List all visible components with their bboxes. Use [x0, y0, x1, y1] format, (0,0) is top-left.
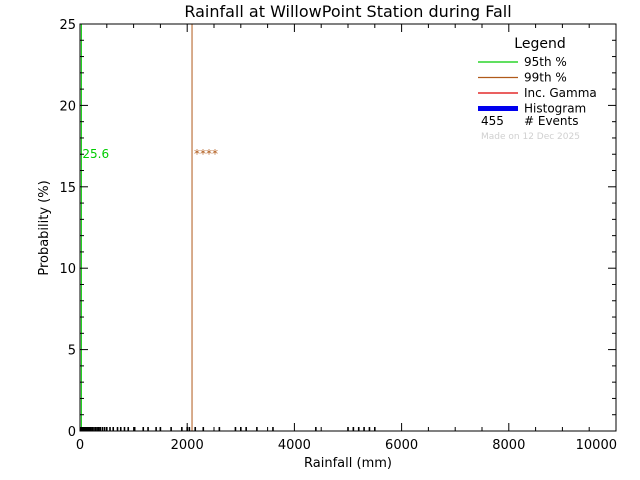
y-tick-label: 25 [59, 18, 76, 33]
legend-entries: 95th % 99th %Inc. Gamma Histogram [478, 55, 597, 116]
y-tick-label: 5 [68, 344, 76, 359]
legend-entry-label: Histogram [524, 102, 586, 116]
legend-title: Legend [514, 36, 565, 52]
legend-entry-label: 95th % [524, 55, 567, 69]
legend-entry-label: 99th % [524, 71, 567, 85]
y-tick-label: 20 [59, 99, 76, 114]
legend-events-label: # Events [524, 114, 579, 128]
y-tick-label: 15 [59, 181, 76, 196]
x-axis-label: Rainfall (mm) [304, 456, 392, 471]
x-tick-label: 10000 [576, 438, 617, 453]
x-tick-label: 6000 [385, 438, 418, 453]
legend-made-on: Made on 12 Dec 2025 [481, 132, 580, 142]
x-tick-label: 0 [76, 438, 84, 453]
legend-events-count: 455 [481, 114, 504, 128]
x-tick-label: 4000 [278, 438, 311, 453]
x-axis-ticks: 0 2000 4000 6000 8000 10000 [76, 24, 617, 453]
y-tick-label: 0 [68, 425, 76, 440]
x-tick-label: 8000 [492, 438, 525, 453]
chart-title: Rainfall at WillowPoint Station during F… [184, 2, 511, 21]
legend-entry-label: Inc. Gamma [524, 86, 597, 100]
percentile-99-label: **** [194, 147, 218, 161]
percentile-95-label: 25.6 [82, 147, 109, 161]
y-tick-label: 10 [59, 262, 76, 277]
y-axis-label: Probability (%) [37, 180, 52, 275]
x-tick-label: 2000 [171, 438, 204, 453]
y-axis-ticks: 0 5 10 15 20 25 [59, 18, 616, 440]
event-rug [79, 427, 376, 431]
legend: Legend 95th % 99th %Inc. Gamma Histogram 4… [478, 36, 597, 142]
